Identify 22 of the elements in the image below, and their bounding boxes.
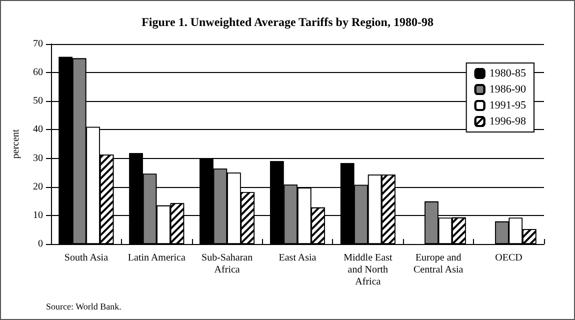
y-tick-label: 70 bbox=[33, 38, 43, 50]
chart-title: Figure 1. Unweighted Average Tariffs by Region, 1980-98 bbox=[142, 15, 434, 29]
y-axis-title: percent bbox=[10, 129, 22, 159]
x-tick-label: Middle East and North Africa bbox=[344, 252, 392, 288]
y-tick-label: 10 bbox=[33, 210, 43, 221]
y-tick-label: 0 bbox=[38, 238, 43, 250]
y-tick-label: 40 bbox=[33, 124, 43, 136]
y-tick-label: 50 bbox=[33, 96, 43, 107]
x-tick-label: East Asia bbox=[278, 252, 317, 264]
legend-label: 1980-85 bbox=[489, 68, 526, 80]
y-tick-label: 60 bbox=[33, 67, 43, 78]
source-note: Source: World Bank. bbox=[46, 302, 122, 312]
y-tick-label: 30 bbox=[33, 152, 43, 164]
legend-label: 1986-90 bbox=[489, 84, 526, 96]
y-tick-label: 20 bbox=[33, 181, 43, 192]
legend-label: 1996-98 bbox=[489, 116, 526, 128]
x-tick-label: South Asia bbox=[64, 252, 109, 264]
x-tick-label: OECD bbox=[495, 252, 522, 264]
x-tick-label: Sub-Saharan Africa bbox=[202, 252, 253, 276]
x-tick-label: Latin America bbox=[128, 252, 186, 264]
x-tick-label: Europe and Central Asia bbox=[414, 252, 464, 276]
legend-label: 1991-95 bbox=[489, 100, 526, 112]
